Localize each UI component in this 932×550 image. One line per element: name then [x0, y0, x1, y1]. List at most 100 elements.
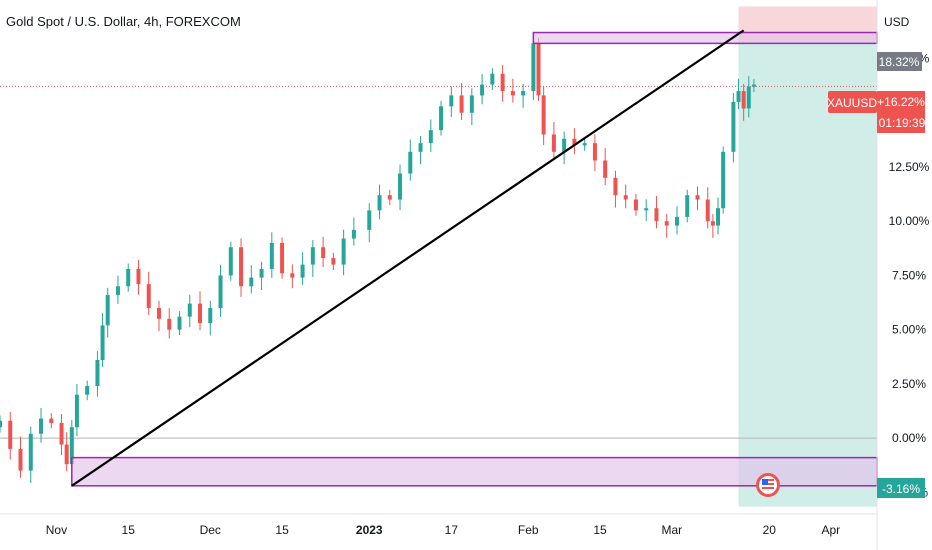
candle-body: [541, 95, 546, 135]
currency-label: USD: [884, 15, 910, 29]
candle-body: [115, 286, 120, 295]
candle-body: [69, 427, 74, 465]
candle-body: [198, 303, 203, 324]
candle-body: [126, 268, 131, 287]
top-box-value: 18.32%: [879, 55, 920, 69]
candle-body: [731, 101, 736, 152]
candle-body: [674, 216, 679, 226]
candle-layer: [0, 32, 756, 483]
candle-body: [469, 95, 474, 113]
time-axis[interactable]: Nov 15 Dec 15 2023 17 Feb 15 Mar 20 Apr: [46, 523, 840, 537]
candle-body: [572, 138, 577, 146]
x-tick-label: Dec: [200, 523, 221, 537]
top-box-badge: [877, 52, 922, 71]
y-tick-label: 0.00%: [892, 431, 926, 445]
candle-body: [49, 418, 54, 423]
candle-body: [177, 316, 182, 330]
guide-lines-layer: [0, 85, 877, 439]
candle-body: [367, 210, 372, 230]
candle-body: [592, 143, 597, 161]
candle-body: [18, 448, 23, 471]
candle-body: [418, 143, 423, 152]
trendline: [71, 29, 745, 487]
candle-body: [746, 86, 751, 109]
bottom-box-badge: [877, 478, 925, 498]
y-tick-label: 2.50%: [892, 377, 926, 391]
candle-body: [459, 95, 464, 113]
candle-body: [751, 84, 756, 87]
symbol-title: Gold Spot / U.S. Dollar, 4h, FOREXCOM: [6, 14, 241, 29]
candle-body: [531, 43, 536, 92]
top-zone-rectangle: [532, 31, 878, 45]
candle-body: [351, 229, 356, 239]
candle-body: [377, 195, 382, 211]
candle-body: [39, 418, 44, 434]
candle-body: [95, 360, 100, 387]
candle-body: [654, 208, 659, 222]
candle-body: [208, 307, 213, 324]
countdown-value: 01:19:39: [879, 116, 926, 130]
change-value: +16.22%: [877, 95, 925, 109]
candle-body: [449, 95, 454, 107]
candle-body: [136, 268, 141, 285]
candle-body: [721, 151, 726, 209]
candle-body: [736, 91, 741, 102]
candle-body: [331, 258, 336, 265]
candle-body: [716, 208, 721, 226]
candle-body: [685, 195, 690, 217]
symbol-badge: [828, 91, 877, 113]
candle-body: [710, 221, 715, 226]
candle-body: [562, 138, 567, 152]
candle-body: [644, 208, 649, 211]
bottom-box-value: -3.16%: [882, 482, 920, 496]
x-tick-label: 17: [445, 523, 459, 537]
candle-body: [310, 247, 315, 265]
candle-body: [167, 318, 172, 330]
candle-body: [59, 422, 64, 445]
candle-body: [249, 277, 254, 287]
x-tick-label: Mar: [662, 523, 683, 537]
candle-body: [187, 303, 192, 317]
y-tick-label: 5.00%: [892, 323, 926, 337]
candle-body: [510, 91, 515, 96]
candle-body: [480, 84, 485, 96]
x-tick-label: Nov: [46, 523, 67, 537]
candle-body: [239, 247, 244, 287]
candle-body: [741, 91, 746, 109]
candle-body: [623, 195, 628, 200]
candle-body: [74, 394, 79, 428]
candle-body: [28, 433, 33, 471]
y-tick-label: 10.00%: [889, 214, 930, 228]
candle-body: [633, 199, 638, 211]
change-badge: [877, 91, 925, 133]
candle-body: [398, 173, 403, 200]
candle-body: [603, 160, 608, 178]
candle-body: [582, 143, 587, 146]
x-tick-label: 15: [275, 523, 289, 537]
candle-body: [228, 247, 233, 276]
candle-body: [64, 444, 69, 465]
candle-body: [321, 247, 326, 259]
candle-body: [439, 106, 444, 131]
candle-body: [521, 91, 526, 96]
bottom-zone-rectangle: [71, 456, 878, 487]
candle-body: [387, 195, 392, 200]
symbol-label: XAUUSD: [827, 96, 877, 110]
candle-body: [269, 242, 274, 269]
candle-body: [300, 264, 305, 278]
y-tick-label: 12.50%: [889, 160, 930, 174]
candle-body: [536, 43, 541, 96]
candle-body: [341, 238, 346, 265]
candle-body: [290, 273, 295, 278]
flag-icon[interactable]: [756, 473, 780, 497]
candle-body: [100, 325, 105, 361]
candle-body: [500, 73, 505, 92]
candle-body: [490, 73, 495, 85]
candle-body: [428, 130, 433, 144]
candle-body: [664, 221, 669, 226]
candle-body: [695, 195, 700, 200]
target-zone: [738, 40, 877, 507]
x-tick-label: 15: [122, 523, 136, 537]
